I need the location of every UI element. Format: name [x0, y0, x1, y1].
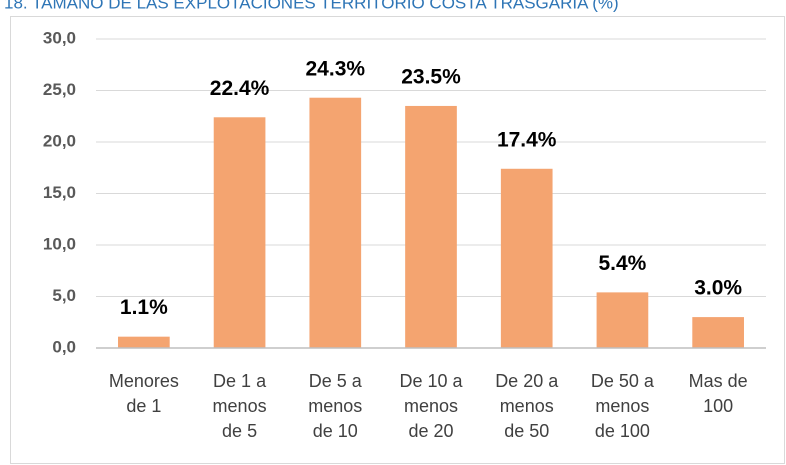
bar — [596, 292, 649, 348]
y-tick-label: 25,0 — [43, 80, 76, 99]
x-tick-label: de 1 — [126, 396, 161, 416]
x-tick-label: de 50 — [504, 421, 549, 441]
chart-frame — [10, 16, 785, 464]
x-tick-label: menos — [595, 396, 649, 416]
y-tick-label: 30,0 — [43, 28, 76, 47]
value-label: 3.0% — [694, 277, 742, 300]
chart-title: 18. TAMAÑO DE LAS EXPLOTACIONES TERRITOR… — [4, 0, 619, 12]
value-label: 1.1% — [120, 296, 168, 319]
value-label: 22.4% — [210, 77, 270, 100]
value-label: 23.5% — [401, 65, 461, 88]
x-tick-label: De 5 a — [309, 371, 363, 391]
y-tick-label: 15,0 — [43, 183, 76, 202]
x-tick-label: de 100 — [595, 421, 650, 441]
bar — [692, 317, 744, 348]
value-label: 5.4% — [598, 252, 646, 275]
x-tick-label: de 10 — [313, 421, 358, 441]
x-tick-label: De 50 a — [591, 371, 655, 391]
x-tick-label: de 20 — [408, 421, 453, 441]
x-tick-label: menos — [308, 396, 362, 416]
y-tick-label: 0,0 — [52, 337, 76, 356]
x-tick-label: menos — [213, 396, 267, 416]
x-tick-label: De 20 a — [495, 371, 559, 391]
y-tick-label: 10,0 — [43, 234, 76, 253]
x-tick-label: de 5 — [222, 421, 257, 441]
bar — [405, 105, 457, 348]
x-tick-label: Mas de — [689, 371, 748, 391]
x-tick-label: De 10 a — [399, 371, 463, 391]
bar — [500, 168, 553, 348]
bar — [213, 117, 266, 348]
x-tick-label: menos — [404, 396, 458, 416]
y-tick-label: 20,0 — [43, 131, 76, 150]
x-tick-label: menos — [500, 396, 554, 416]
value-label: 24.3% — [306, 57, 366, 80]
y-tick-label: 5,0 — [52, 286, 76, 305]
value-label: 17.4% — [497, 128, 557, 151]
x-tick-label: De 1 a — [213, 371, 267, 391]
bar — [309, 97, 362, 349]
x-tick-label: Menores — [109, 371, 179, 391]
bar — [118, 336, 170, 348]
x-tick-label: 100 — [703, 396, 733, 416]
